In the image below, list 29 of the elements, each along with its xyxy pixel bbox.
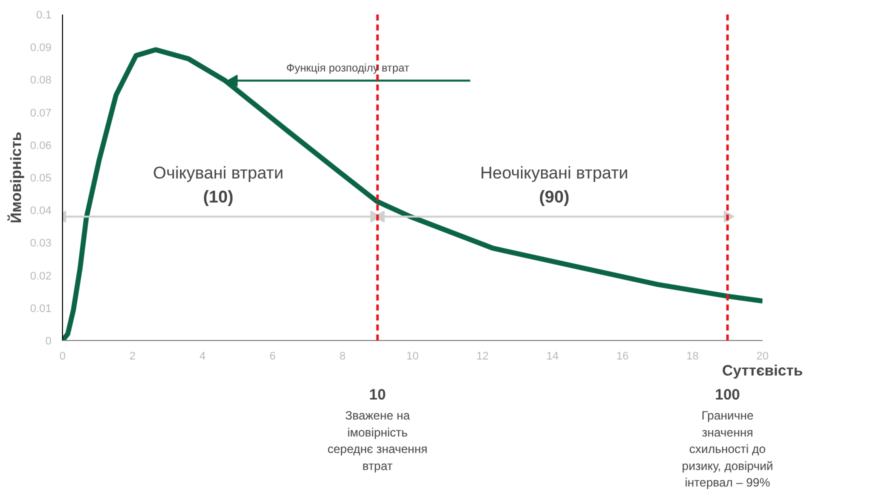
annotation: Очікувані втрати (10) <box>153 164 284 207</box>
x-tick-label: 20 <box>756 350 769 362</box>
y-tick-label: 0.08 <box>30 74 52 87</box>
x-tick-label: 4 <box>199 350 206 362</box>
y-tick-label: 0.02 <box>30 270 52 282</box>
y-tick-label: 0.06 <box>30 140 52 152</box>
y-tick-label: 0.05 <box>30 172 52 184</box>
y-tick-label: 0.1 <box>36 10 52 22</box>
x-tick-label: 8 <box>339 350 346 362</box>
annotation: Неочікувані втрати (90) <box>480 164 628 207</box>
y-tick-label: 0 <box>45 336 52 348</box>
x-tick-label: 12 <box>476 350 489 362</box>
y-tick-label: 0.07 <box>30 107 52 120</box>
x-axis-title: Суттєвість <box>722 362 803 380</box>
x-tick-label: 0 <box>59 350 66 362</box>
x-tick-label: 14 <box>546 350 559 362</box>
annotation: Функція розподілу втрат <box>286 62 410 75</box>
y-axis-title: Ймовірність <box>7 132 26 224</box>
text: 100 Граничне значення схильності до ризику, довірчий інтервал – 99% <box>682 386 774 490</box>
y-tick-label: 0.01 <box>30 302 52 315</box>
x-tick-label: 2 <box>129 350 136 362</box>
y-tick-label: 0.09 <box>30 42 52 54</box>
x-tick-label: 16 <box>616 350 629 362</box>
x-tick-label: 10 <box>406 350 419 362</box>
text: 10 Зважене на імовірність середнє значення втрат <box>327 386 428 473</box>
x-tick-label: 6 <box>269 350 276 362</box>
x-tick-label: 18 <box>686 350 699 362</box>
y-tick-label: 0.03 <box>30 238 52 250</box>
y-tick-label: 0.04 <box>30 205 52 218</box>
